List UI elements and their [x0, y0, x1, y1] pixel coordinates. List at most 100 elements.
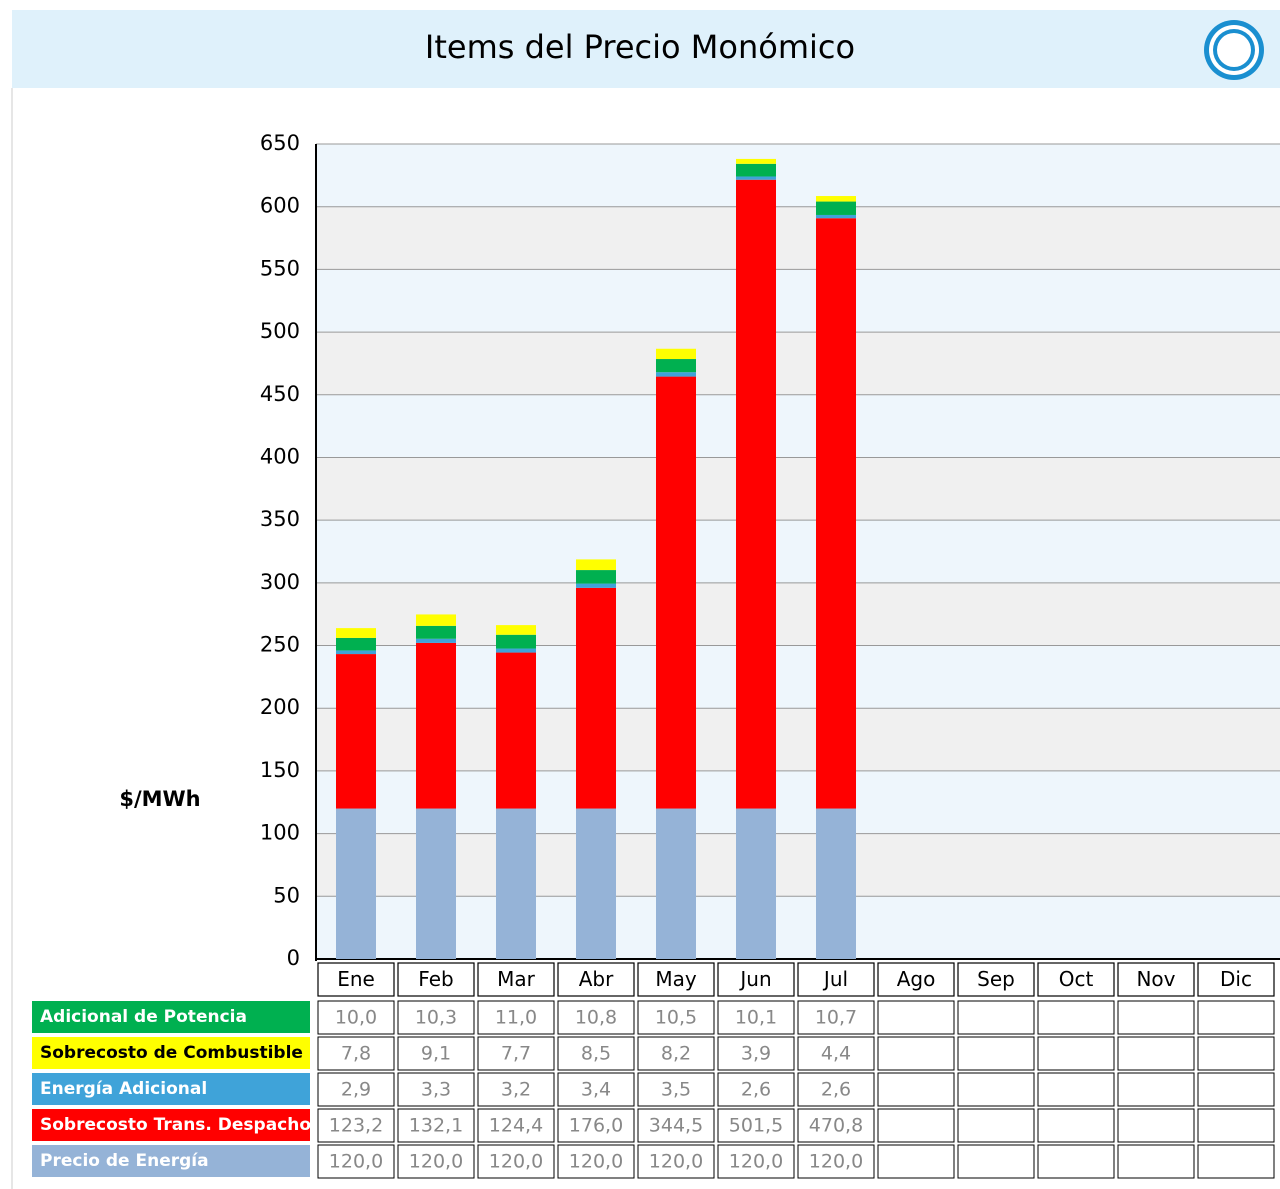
table-value: 120,0 [329, 1151, 383, 1173]
bar-segment [336, 650, 376, 655]
bar-segment [816, 214, 856, 219]
legend-swatch [32, 1073, 310, 1105]
table-cell [1197, 1000, 1275, 1035]
table-value: 120,0 [809, 1151, 863, 1173]
table-value: 2,9 [341, 1079, 371, 1101]
table-value: 123,2 [329, 1115, 383, 1137]
x-tick-label: May [655, 967, 697, 991]
table-cell [877, 1072, 955, 1107]
table-cell [717, 1144, 795, 1179]
table-value: 120,0 [649, 1151, 703, 1173]
table-value: 8,5 [581, 1043, 611, 1065]
y-tick-label: 350 [260, 507, 300, 531]
legend-swatch [32, 1037, 310, 1069]
y-tick-label: 150 [260, 758, 300, 782]
table-cell [477, 1072, 555, 1107]
table-cell [637, 1000, 715, 1035]
bar-segment [336, 654, 376, 809]
y-tick-label: 500 [260, 319, 300, 343]
x-tick-label: Oct [1059, 967, 1094, 991]
x-tick-label: Jun [738, 967, 771, 991]
bar-segment [496, 808, 536, 959]
month-cell [1037, 962, 1115, 997]
table-value: 344,5 [649, 1115, 703, 1137]
bar-segment [416, 642, 456, 809]
month-cell [317, 962, 395, 997]
x-tick-label: Ago [897, 967, 936, 991]
table-cell [1197, 1036, 1275, 1071]
legend-label: Precio de Energía [40, 1151, 209, 1171]
plot-band [316, 770, 1280, 834]
table-value: 7,7 [501, 1043, 531, 1065]
table-value: 120,0 [489, 1151, 543, 1173]
bar-segment [816, 201, 856, 215]
table-cell [717, 1072, 795, 1107]
table-cell [1037, 1036, 1115, 1071]
bar-segment [656, 348, 696, 360]
bar-segment [736, 163, 776, 177]
bar-segment [576, 808, 616, 959]
bar-segment [336, 628, 376, 638]
y-tick-label: 0 [287, 946, 300, 970]
table-cell [1117, 1072, 1195, 1107]
table-cell [957, 1000, 1035, 1035]
table-value: 3,2 [501, 1079, 531, 1101]
plot-band [316, 457, 1280, 521]
table-cell [797, 1036, 875, 1071]
table-cell [957, 1108, 1035, 1143]
table-cell [557, 1144, 635, 1179]
plot-band [316, 206, 1280, 270]
plot-band [316, 582, 1280, 646]
table-value: 3,4 [581, 1079, 611, 1101]
table-value: 501,5 [729, 1115, 783, 1137]
y-tick-label: 250 [260, 633, 300, 657]
bar-segment [576, 587, 616, 809]
table-cell [1037, 1144, 1115, 1179]
logo [1204, 20, 1264, 80]
table-cell [1197, 1108, 1275, 1143]
plot-band [316, 896, 1280, 959]
month-cell [1197, 962, 1275, 997]
table-cell [317, 1036, 395, 1071]
y-tick-label: 200 [260, 695, 300, 719]
month-cell [877, 962, 955, 997]
bar-segment [816, 196, 856, 202]
x-tick-label: Abr [579, 967, 614, 991]
bar-segment [416, 638, 456, 643]
table-value: 11,0 [495, 1007, 537, 1029]
x-tick-label: Mar [497, 967, 536, 991]
bar-segment [816, 218, 856, 809]
month-cell [477, 962, 555, 997]
table-cell [1117, 1144, 1195, 1179]
bar-segment [416, 625, 456, 639]
table-cell [877, 1000, 955, 1035]
table-value: 132,1 [409, 1115, 463, 1137]
y-axis-label: $/MWh [119, 787, 200, 811]
y-tick-label: 550 [260, 256, 300, 280]
table-cell [397, 1000, 475, 1035]
month-cell [637, 962, 715, 997]
month-cell [717, 962, 795, 997]
bar-segment [416, 808, 456, 959]
table-cell [637, 1072, 715, 1107]
bar-segment [816, 808, 856, 959]
table-value: 10,3 [415, 1007, 457, 1029]
table-value: 8,2 [661, 1043, 691, 1065]
table-cell [1037, 1108, 1115, 1143]
month-cell [957, 962, 1035, 997]
table-cell [797, 1144, 875, 1179]
table-value: 4,4 [821, 1043, 851, 1065]
bar-segment [736, 176, 776, 180]
bar-segment [496, 634, 536, 649]
table-value: 120,0 [729, 1151, 783, 1173]
table-cell [877, 1108, 955, 1143]
table-cell [397, 1108, 475, 1143]
month-cell [397, 962, 475, 997]
plot-band [316, 833, 1280, 897]
table-cell [877, 1036, 955, 1071]
table-value: 120,0 [569, 1151, 623, 1173]
legend-swatch [32, 1109, 310, 1141]
plot-band [316, 332, 1280, 395]
legend-swatch [32, 1145, 310, 1177]
